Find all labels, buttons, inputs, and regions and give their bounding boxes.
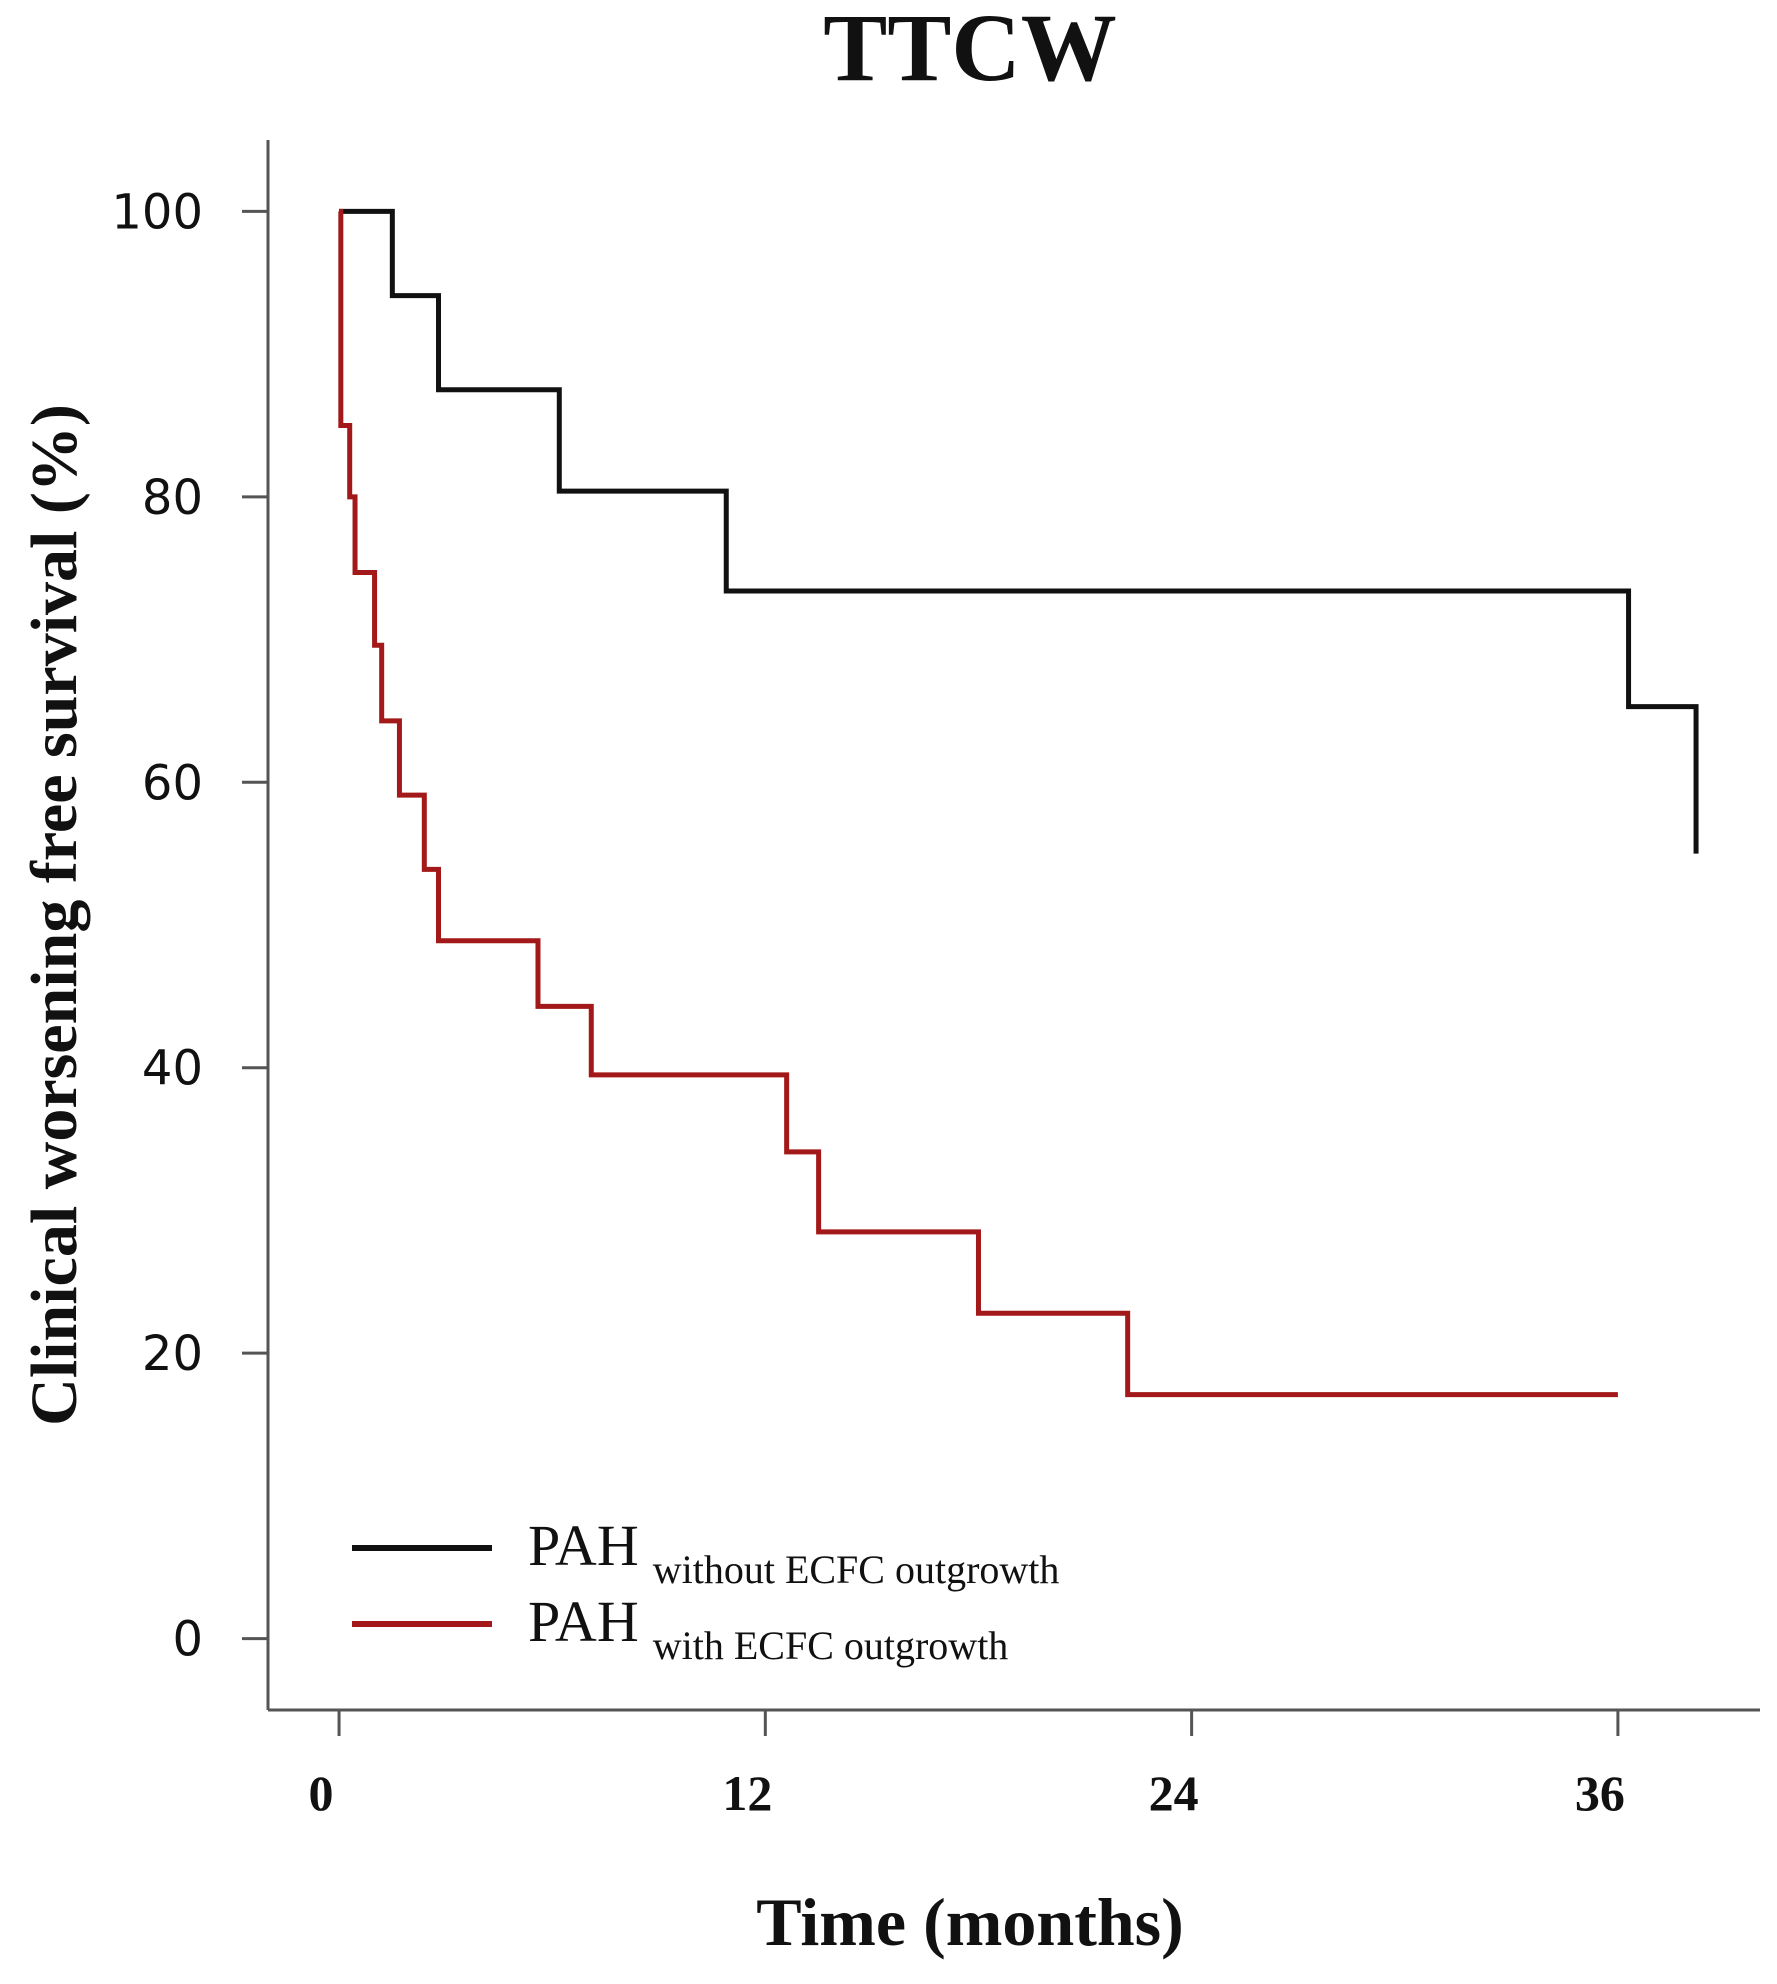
- chart-title: TTCW: [823, 0, 1116, 101]
- y-tick-label: 20: [142, 1326, 203, 1382]
- x-tick-label: 0: [309, 1765, 334, 1821]
- y-tick-label: 100: [111, 184, 203, 240]
- series-layer: [338, 208, 1699, 1398]
- y-tick-label: 60: [142, 755, 203, 811]
- x-tick-label: 12: [722, 1765, 772, 1821]
- legend-label-main: PAH: [528, 1513, 639, 1578]
- legend-label-subscript: without ECFC outgrowth: [653, 1547, 1060, 1592]
- legend: PAH without ECFC outgrowth PAH with ECFC ou…: [352, 1513, 1059, 1668]
- legend-label: PAH without ECFC outgrowth: [528, 1513, 1059, 1592]
- legend-label: PAH with ECFC outgrowth: [528, 1589, 1008, 1668]
- survival-curve-without-ecfc: [339, 208, 1699, 854]
- y-tick-label: 0: [172, 1612, 203, 1668]
- y-axis-label: Clinical worsening free survival (%): [18, 404, 91, 1426]
- legend-label-subscript: with ECFC outgrowth: [653, 1623, 1009, 1668]
- y-tick-label: 80: [142, 470, 203, 526]
- legend-label-main: PAH: [528, 1589, 639, 1654]
- x-tick-label: 24: [1149, 1765, 1199, 1821]
- survival-curve-with-ecfc: [338, 208, 1618, 1398]
- x-axis-label: Time (months): [756, 1884, 1184, 1960]
- axes: [266, 140, 1760, 1712]
- ticks: 0 20 40 60 80 100 0 12 24 36: [111, 184, 1625, 1821]
- x-tick-label: 36: [1575, 1765, 1625, 1821]
- y-tick-label: 40: [142, 1041, 203, 1097]
